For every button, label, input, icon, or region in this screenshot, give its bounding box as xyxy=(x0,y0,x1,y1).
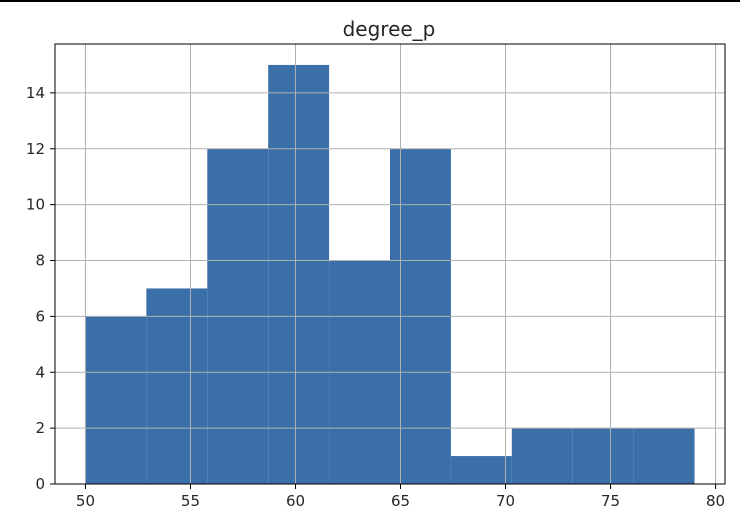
y-tick-label: 6 xyxy=(35,307,45,325)
y-tick-label: 14 xyxy=(26,84,45,102)
y-tick-label: 12 xyxy=(26,140,45,158)
x-tick-label: 70 xyxy=(496,492,515,510)
x-tick-label: 60 xyxy=(286,492,305,510)
histogram-bar-4 xyxy=(268,64,330,484)
y-tick-label: 8 xyxy=(35,252,45,270)
histogram-bar-8 xyxy=(511,428,573,484)
histogram-bar-10 xyxy=(633,428,695,484)
y-tick-label: 10 xyxy=(26,196,45,214)
y-tick-label: 4 xyxy=(35,363,45,381)
histogram-bar-9 xyxy=(572,428,634,484)
x-tick-label: 75 xyxy=(601,492,620,510)
histogram-bar-2 xyxy=(146,288,208,484)
top-border-line xyxy=(0,0,740,2)
y-tick-label: 2 xyxy=(35,419,45,437)
tick-labels-layer: 50 55 60 65 70 75 80 0 2 4 6 8 10 12 14 xyxy=(26,84,725,510)
y-tick-label: 0 xyxy=(35,475,45,493)
x-tick-label: 55 xyxy=(181,492,200,510)
chart-title: degree_p xyxy=(343,17,436,41)
axes-frame xyxy=(54,43,726,485)
x-tick-label: 50 xyxy=(76,492,95,510)
histogram-bar-1 xyxy=(85,316,147,484)
bars-layer xyxy=(85,64,695,484)
x-tick-label: 80 xyxy=(706,492,725,510)
axes-layer xyxy=(50,43,726,489)
x-tick-label: 65 xyxy=(391,492,410,510)
histogram-bar-7 xyxy=(450,456,512,484)
